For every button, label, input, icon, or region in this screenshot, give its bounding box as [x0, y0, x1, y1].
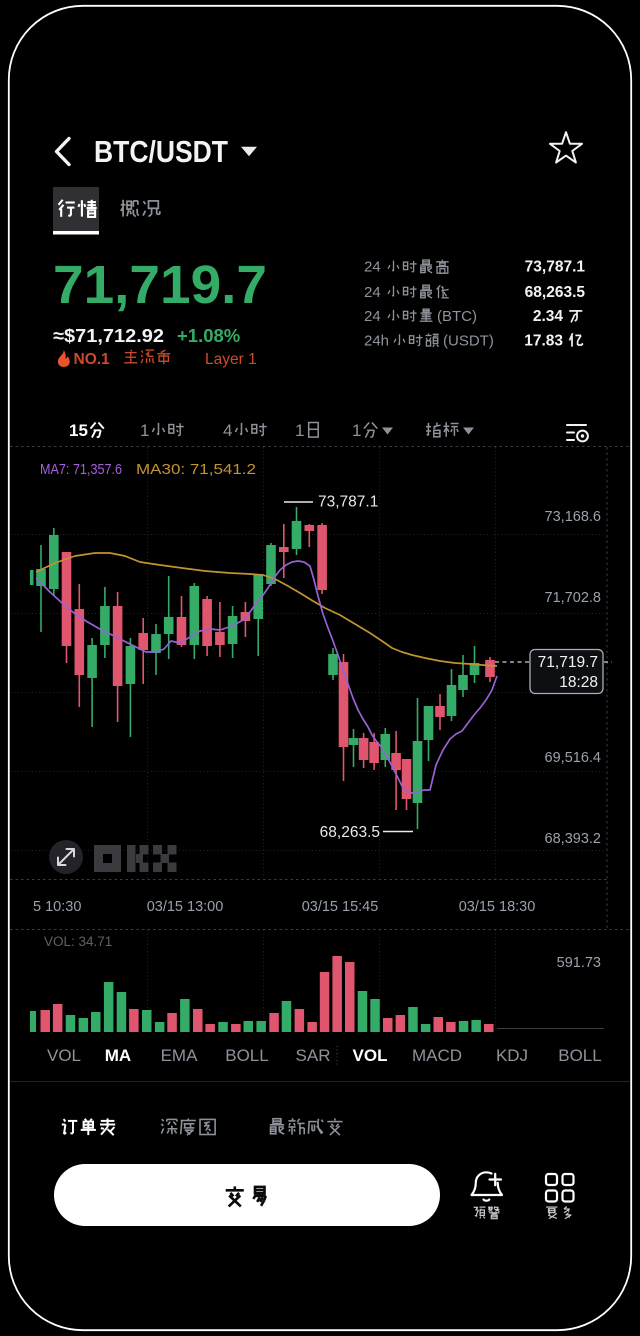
svg-text:71,719.7: 71,719.7 — [538, 654, 598, 671]
svg-text:68,263.5: 68,263.5 — [525, 284, 586, 301]
svg-text:1: 1 — [140, 421, 149, 440]
svg-text:68,263.5: 68,263.5 — [320, 824, 380, 841]
svg-text:73,787.1: 73,787.1 — [525, 259, 586, 276]
svg-text:15: 15 — [69, 421, 88, 440]
svg-text:17.83: 17.83 — [524, 332, 563, 349]
svg-text:+1.08%: +1.08% — [177, 325, 240, 346]
svg-text:VOL: VOL — [353, 1046, 388, 1065]
svg-text:4: 4 — [223, 421, 232, 440]
svg-text:24: 24 — [364, 259, 381, 276]
svg-text:Layer 1: Layer 1 — [205, 351, 257, 368]
svg-text:1: 1 — [352, 421, 361, 440]
svg-text:18:28: 18:28 — [559, 674, 598, 691]
svg-text:≈$71,712.92: ≈$71,712.92 — [53, 325, 164, 346]
svg-text:MA: MA — [105, 1046, 131, 1065]
svg-text:69,516.4: 69,516.4 — [545, 750, 601, 766]
svg-text:BOLL: BOLL — [558, 1046, 601, 1065]
svg-text:73,787.1: 73,787.1 — [318, 494, 378, 511]
svg-text:03/15 15:45: 03/15 15:45 — [302, 899, 379, 915]
svg-text:68,393.2: 68,393.2 — [545, 831, 601, 847]
svg-text:MACD: MACD — [412, 1046, 462, 1065]
svg-text:BTC/USDT: BTC/USDT — [94, 134, 228, 169]
svg-text:24: 24 — [364, 308, 381, 325]
svg-text:5 10:30: 5 10:30 — [33, 899, 81, 915]
svg-text:KDJ: KDJ — [496, 1046, 528, 1065]
svg-text:24: 24 — [364, 284, 381, 301]
svg-text:EMA: EMA — [161, 1046, 199, 1065]
svg-text:73,168.6: 73,168.6 — [545, 509, 601, 525]
svg-text:VOL: 34.71: VOL: 34.71 — [44, 934, 112, 949]
svg-text:71,719.7: 71,719.7 — [53, 255, 267, 315]
svg-text:(USDT): (USDT) — [443, 332, 494, 349]
svg-text:(BTC): (BTC) — [437, 308, 477, 325]
svg-text:SAR: SAR — [296, 1046, 331, 1065]
svg-text:VOL: VOL — [47, 1046, 81, 1065]
svg-text:591.73: 591.73 — [557, 955, 601, 971]
svg-text:03/15 18:30: 03/15 18:30 — [459, 899, 536, 915]
svg-text:MA30: 71,541.2: MA30: 71,541.2 — [136, 461, 256, 478]
svg-text:NO.1: NO.1 — [74, 351, 111, 368]
svg-text:03/15 13:00: 03/15 13:00 — [147, 899, 224, 915]
svg-text:BOLL: BOLL — [225, 1046, 268, 1065]
svg-text:71,702.8: 71,702.8 — [545, 590, 601, 606]
svg-text:2.34: 2.34 — [533, 308, 564, 325]
svg-text:1: 1 — [295, 421, 304, 440]
svg-text:24h: 24h — [364, 332, 389, 349]
svg-text:MA7: 71,357.6: MA7: 71,357.6 — [40, 461, 122, 478]
